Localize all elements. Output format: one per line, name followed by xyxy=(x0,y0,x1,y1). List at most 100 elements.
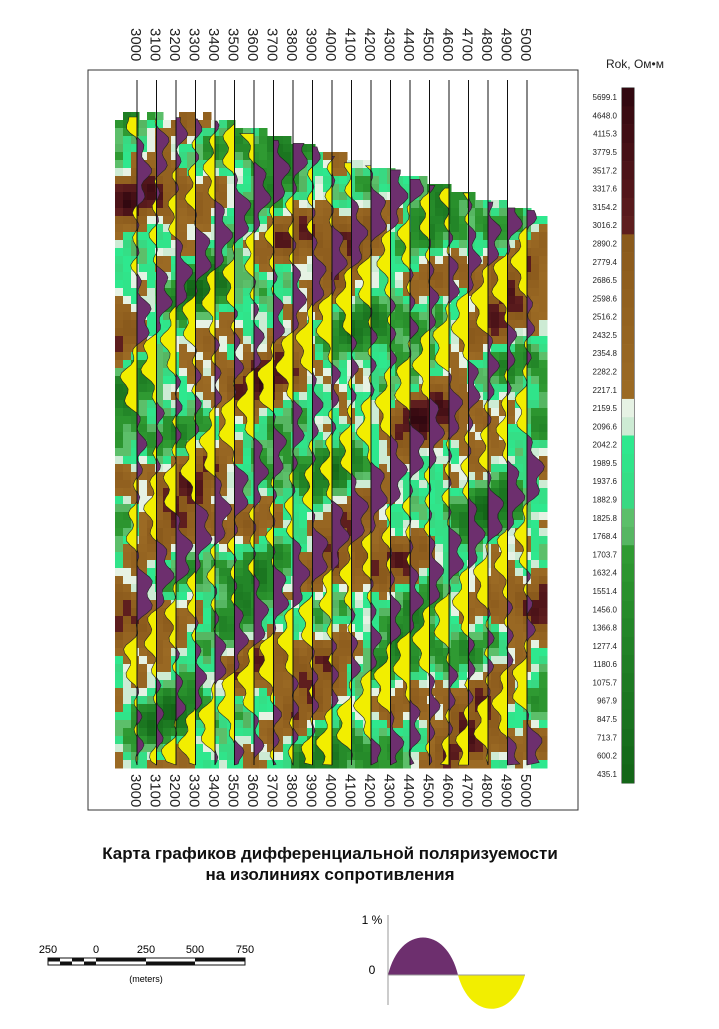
map-cell xyxy=(139,216,148,225)
map-cell xyxy=(539,608,548,617)
map-cell xyxy=(307,536,316,545)
profile-label-bottom: 4400 xyxy=(400,774,417,807)
map-cell xyxy=(299,168,308,177)
map-cell xyxy=(483,240,492,249)
map-cell xyxy=(235,176,244,185)
map-cell xyxy=(323,664,332,673)
map-cell xyxy=(275,480,284,489)
map-cell xyxy=(371,648,380,657)
map-cell xyxy=(491,336,500,345)
map-cell xyxy=(363,648,372,657)
map-cell xyxy=(475,520,484,529)
map-cell xyxy=(419,544,428,553)
map-cell xyxy=(275,536,284,545)
map-cell xyxy=(275,616,284,625)
map-cell xyxy=(419,472,428,481)
map-cell xyxy=(387,240,396,249)
map-cell xyxy=(155,472,164,481)
map-cell xyxy=(163,424,172,433)
map-cell xyxy=(443,696,452,705)
map-cell xyxy=(219,656,228,665)
map-cell xyxy=(115,480,124,489)
map-cell xyxy=(451,464,460,473)
map-cell xyxy=(267,496,276,505)
scale-seg xyxy=(195,958,245,962)
map-cell xyxy=(339,416,348,425)
map-cell xyxy=(451,728,460,737)
map-cell xyxy=(419,592,428,601)
map-cell xyxy=(235,312,244,321)
map-cell xyxy=(291,472,300,481)
map-cell xyxy=(467,192,476,201)
map-cell xyxy=(515,288,524,297)
map-cell xyxy=(323,496,332,505)
map-cell xyxy=(179,688,188,697)
map-cell xyxy=(419,248,428,257)
map-cell xyxy=(307,400,316,409)
map-cell xyxy=(427,736,436,745)
map-cell xyxy=(267,568,276,577)
map-cell xyxy=(443,504,452,513)
map-cell xyxy=(411,216,420,225)
map-cell xyxy=(379,384,388,393)
map-cell xyxy=(435,256,444,265)
map-cell xyxy=(235,288,244,297)
map-cell xyxy=(147,536,156,545)
map-cell xyxy=(179,456,188,465)
map-cell xyxy=(187,536,196,545)
map-cell xyxy=(515,464,524,473)
map-cell xyxy=(131,744,140,753)
map-cell xyxy=(475,496,484,505)
map-cell xyxy=(403,760,412,769)
map-cell xyxy=(243,752,252,761)
map-cell xyxy=(227,600,236,609)
map-cell xyxy=(379,760,388,769)
map-cell xyxy=(539,520,548,529)
map-cell xyxy=(531,584,540,593)
map-cell xyxy=(139,728,148,737)
map-cell xyxy=(339,360,348,369)
map-cell xyxy=(395,592,404,601)
map-cell xyxy=(235,704,244,713)
map-cell xyxy=(403,552,412,561)
map-cell xyxy=(195,752,204,761)
map-cell xyxy=(491,688,500,697)
map-cell xyxy=(379,720,388,729)
map-cell xyxy=(531,688,540,697)
map-cell xyxy=(195,472,204,481)
map-cell xyxy=(195,448,204,457)
map-cell xyxy=(363,624,372,633)
map-cell xyxy=(163,192,172,201)
map-cell xyxy=(163,712,172,721)
map-cell xyxy=(323,696,332,705)
map-cell xyxy=(419,448,428,457)
map-cell xyxy=(331,568,340,577)
map-cell xyxy=(379,504,388,513)
map-cell xyxy=(323,256,332,265)
map-cell xyxy=(451,296,460,305)
map-cell xyxy=(139,272,148,281)
map-cell xyxy=(491,672,500,681)
map-cell xyxy=(115,432,124,441)
map-cell xyxy=(515,576,524,585)
map-cell xyxy=(531,224,540,233)
map-cell xyxy=(131,472,140,481)
map-cell xyxy=(195,656,204,665)
map-cell xyxy=(491,448,500,457)
map-cell xyxy=(187,648,196,657)
map-cell xyxy=(123,736,132,745)
map-cell xyxy=(123,280,132,289)
map-cell xyxy=(331,648,340,657)
map-cell xyxy=(291,376,300,385)
map-cell xyxy=(531,528,540,537)
map-cell xyxy=(491,464,500,473)
map-cell xyxy=(459,640,468,649)
map-cell xyxy=(395,560,404,569)
map-cell xyxy=(139,344,148,353)
map-cell xyxy=(267,616,276,625)
map-cell xyxy=(491,200,500,209)
map-cell xyxy=(539,656,548,665)
map-cell xyxy=(259,144,268,153)
map-cell xyxy=(403,440,412,449)
map-cell xyxy=(115,640,124,649)
